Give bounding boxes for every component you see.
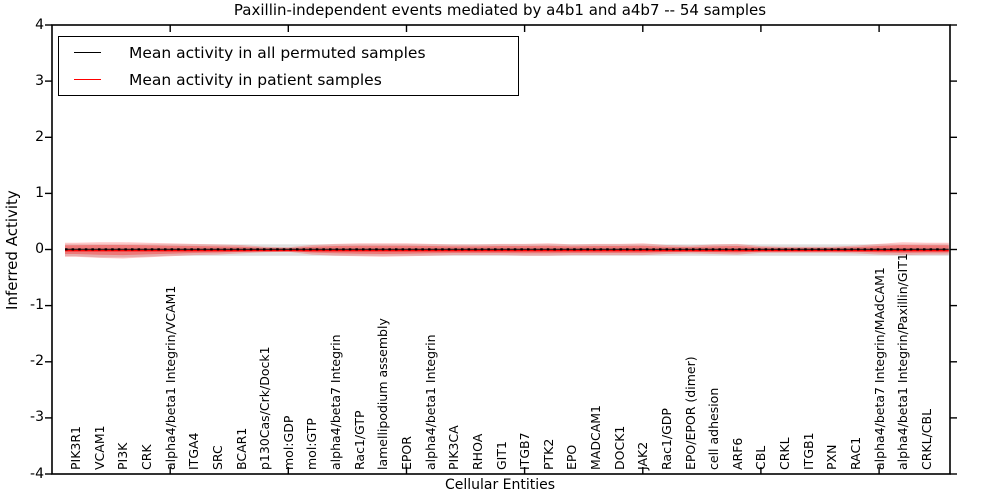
y-tick-label: 0 — [35, 241, 44, 257]
x-entity-label: DOCK1 — [611, 425, 627, 470]
x-entity-label: SRC — [209, 445, 225, 470]
x-entity-label: CBL — [753, 445, 769, 470]
y-tick-label: 4 — [35, 16, 44, 33]
x-entity-label: mol:GDP — [280, 415, 296, 470]
x-entity-label: MADCAM1 — [588, 405, 604, 470]
x-entity-label: alpha4/beta7 Integrin — [328, 334, 344, 470]
x-entity-label: alpha4/beta1 Integrin/Paxillin/GIT1 — [895, 253, 911, 470]
x-entity-label: alpha4/beta1 Integrin — [422, 334, 438, 470]
x-entity-label: ITGA4 — [186, 432, 202, 470]
x-entity-label: Rac1/GTP — [351, 410, 367, 470]
y-tick-label: -3 — [30, 409, 44, 426]
legend: Mean activity in all permuted samples Me… — [58, 36, 519, 96]
x-entity-label: RAC1 — [847, 436, 863, 470]
x-entity-label: Rac1/GDP — [658, 408, 674, 470]
legend-label-patient: Mean activity in patient samples — [129, 70, 382, 89]
x-entity-label: CRKL — [777, 437, 793, 470]
x-entity-label: EPO — [564, 444, 580, 470]
x-entity-label: alpha4/beta7 Integrin/MAdCAM1 — [871, 267, 887, 470]
x-entity-label: ITGB1 — [800, 432, 816, 470]
legend-item-permuted: Mean activity in all permuted samples — [74, 44, 518, 62]
y-tick-label: -2 — [30, 353, 44, 370]
x-entity-label: JAK2 — [635, 441, 651, 470]
x-entity-label: BCAR1 — [233, 427, 249, 470]
x-entity-label: PIK3R1 — [68, 425, 84, 470]
y-tick-label: 2 — [35, 128, 44, 145]
x-entity-label: PXN — [824, 444, 840, 470]
y-tick-label: -4 — [30, 465, 44, 482]
legend-item-patient: Mean activity in patient samples — [74, 71, 518, 89]
x-entity-label: CRK — [139, 444, 155, 470]
y-tick-label: 1 — [35, 184, 44, 201]
legend-line-permuted-icon — [74, 52, 101, 53]
x-entity-label: PTK2 — [540, 438, 556, 470]
chart-title: Paxillin-independent events mediated by … — [233, 1, 767, 19]
x-entity-label: CRKL/CBL — [918, 408, 934, 470]
x-entity-label: lamellipodium assembly — [375, 318, 391, 470]
x-entity-label: EPO/EPOR (dimer) — [682, 356, 698, 470]
x-entity-label: EPOR — [398, 436, 414, 470]
x-axis-label: Cellular Entities — [444, 477, 556, 493]
x-entity-label: mol:GTP — [304, 418, 320, 470]
x-entity-label: GIT1 — [493, 441, 509, 470]
y-tick-label: 3 — [35, 72, 44, 89]
legend-label-permuted: Mean activity in all permuted samples — [129, 43, 426, 62]
x-entity-label: RHOA — [469, 433, 485, 470]
x-entity-label: alpha4/beta1 Integrin/VCAM1 — [162, 285, 178, 470]
x-entity-label: cell adhesion — [706, 387, 722, 470]
x-entity-label: PIK3CA — [446, 425, 462, 470]
x-entity-label: p130Cas/Crk/Dock1 — [257, 346, 273, 470]
x-entity-label: VCAM1 — [91, 425, 107, 470]
legend-line-patient-icon — [74, 79, 101, 80]
x-entity-label: ITGB7 — [517, 432, 533, 470]
x-entity-label: PI3K — [115, 442, 131, 470]
x-entity-label: ARF6 — [729, 437, 745, 470]
y-tick-label: -1 — [30, 297, 44, 314]
